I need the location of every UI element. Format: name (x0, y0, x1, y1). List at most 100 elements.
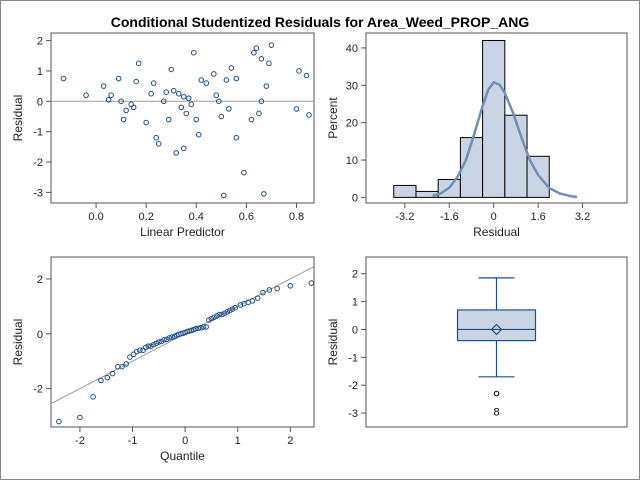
y-tick-label: 2 (352, 269, 358, 281)
data-point (127, 354, 133, 360)
data-point (263, 83, 270, 89)
x-axis-label: Quantile (160, 449, 205, 463)
data-point (143, 119, 149, 126)
y-tick-label: 2 (37, 274, 43, 286)
data-point (123, 361, 130, 367)
data-point (266, 287, 273, 293)
data-point (77, 414, 83, 421)
histogram-bar (393, 184, 417, 198)
data-point (153, 134, 159, 141)
x-tick-label: -3.2 (395, 211, 414, 223)
y-tick-label: 0 (352, 324, 358, 336)
data-point (223, 77, 230, 83)
data-point (261, 191, 267, 197)
axis-ticks: -3 -2 -1 0 1 2 (348, 269, 366, 420)
x-tick-label: 3.2 (575, 211, 590, 223)
x-tick-label: 2 (287, 435, 293, 447)
data-point (135, 60, 142, 67)
x-tick-label: 1 (235, 435, 241, 447)
data-point (100, 83, 107, 89)
panel-frame (50, 256, 315, 428)
y-tick-label: 40 (346, 43, 358, 55)
data-point (185, 95, 192, 102)
y-axis-label: Percent (326, 97, 340, 139)
panel-residual-histogram: -3.2 -1.6 0 1.6 3.2 0 10 20 30 40 Residual Percen… (326, 32, 628, 239)
axis-ticks: -3.2 -1.6 0 1.6 3.2 0 10 20 30 40 (346, 43, 590, 223)
y-axis-label: Residual (11, 95, 25, 142)
histogram-bars (393, 39, 550, 198)
data-point (150, 80, 157, 86)
data-point (145, 343, 152, 349)
data-point (161, 337, 167, 343)
data-point (168, 66, 175, 73)
data-point (251, 49, 257, 56)
y-tick-label: -2 (33, 384, 43, 396)
data-point (175, 90, 182, 97)
data-point (183, 110, 190, 117)
histogram-bar (504, 114, 528, 198)
data-point (268, 42, 275, 48)
data-point (155, 141, 162, 147)
data-point (226, 106, 232, 112)
x-tick-label: 0 (182, 435, 188, 447)
data-point (90, 394, 96, 400)
data-point (306, 112, 312, 118)
data-point (303, 72, 310, 79)
data-point (180, 145, 187, 152)
x-axis-label: Linear Predictor (140, 225, 225, 239)
data-point (195, 131, 202, 138)
data-point (287, 282, 294, 289)
data-point (258, 56, 265, 62)
data-point (221, 192, 227, 199)
y-tick-label: -3 (33, 187, 43, 199)
data-point (211, 71, 217, 77)
box-plot: 8 (456, 277, 537, 419)
y-tick-label: 1 (352, 297, 358, 309)
data-point (266, 60, 272, 67)
x-tick-label: 0.8 (289, 211, 304, 223)
data-points (60, 42, 312, 199)
data-point (233, 134, 240, 141)
data-point (213, 92, 220, 99)
data-point (169, 334, 175, 340)
panel-frame (365, 32, 628, 204)
data-point (254, 295, 261, 301)
data-point (232, 304, 238, 311)
data-point (119, 363, 125, 370)
data-point (160, 98, 167, 105)
x-tick-label: 0.6 (239, 211, 254, 223)
mean-marker (490, 323, 503, 336)
data-point (98, 377, 104, 384)
data-point (130, 351, 137, 358)
x-tick-label: 0 (491, 211, 497, 223)
x-axis-label: Residual (473, 225, 520, 239)
y-tick-label: 2 (37, 36, 43, 48)
data-point (83, 92, 89, 99)
y-tick-label: 1 (37, 66, 43, 78)
data-point (120, 116, 127, 123)
x-tick-label: -1 (128, 435, 138, 447)
outlier-point (493, 390, 500, 397)
data-point (105, 96, 112, 103)
data-point (195, 325, 202, 332)
data-point (198, 324, 204, 331)
data-point (308, 280, 315, 286)
data-point (173, 150, 180, 156)
data-point (60, 75, 67, 82)
data-point (190, 49, 197, 56)
x-tick-label: -2 (75, 435, 85, 447)
data-point (180, 93, 187, 100)
data-point (216, 311, 223, 318)
data-point (260, 289, 266, 296)
x-tick-label: -1.6 (440, 211, 459, 223)
y-tick-label: -1 (348, 352, 358, 364)
data-point (109, 370, 116, 377)
data-point (296, 68, 302, 74)
x-tick-label: 0.4 (189, 211, 204, 223)
data-point (256, 110, 262, 117)
y-tick-label: 0 (37, 329, 43, 341)
data-point (293, 106, 300, 112)
axis-ticks: -2 -1 0 1 2 -2 0 2 (33, 274, 293, 447)
